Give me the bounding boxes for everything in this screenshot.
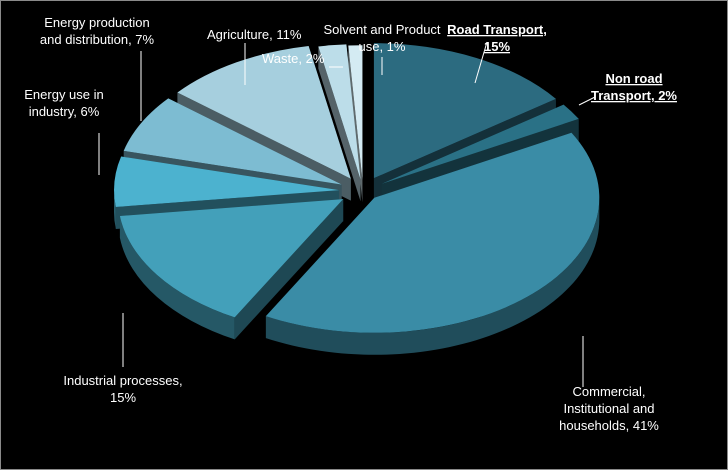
- pie-slice-top: [177, 45, 351, 179]
- pie-slice-top: [318, 44, 361, 180]
- slice-label-line: use, 1%: [359, 39, 406, 54]
- pie-slice-wall: [318, 46, 361, 202]
- slice-label-line: industry, 6%: [29, 104, 100, 119]
- slice-label-line: Waste, 2%: [262, 51, 325, 66]
- leader-lines: [98, 41, 596, 387]
- pie-slice-top: [381, 104, 579, 184]
- pie-slice-top: [123, 98, 342, 185]
- leader-line: [474, 41, 488, 84]
- pie-slice-top: [265, 132, 600, 333]
- slice-label-line: Road Transport,: [447, 22, 547, 37]
- slice-label: Energy production and distribution, 7%: [40, 15, 155, 47]
- slice-label: Industrial processes, 15%: [63, 373, 182, 405]
- pie-slice-top: [348, 45, 363, 181]
- slice-label: Agriculture, 11%: [207, 27, 302, 42]
- pie-slice-solvent-and-product-use: [348, 45, 363, 203]
- slice-label-line: Commercial,: [573, 384, 646, 399]
- slice-label-line: 15%: [110, 390, 136, 405]
- pie-slice-wall: [234, 199, 344, 340]
- slice-label: Commercial, Institutional and households, …: [559, 384, 659, 433]
- slice-label: Waste, 2%: [262, 51, 325, 66]
- slice-label-line: Institutional and: [563, 401, 654, 416]
- pie-slice-waste: [318, 44, 361, 202]
- slice-labels: Road Transport, 15% Non road Transport, 2% C…: [24, 15, 677, 433]
- slice-label-line: Agriculture, 11%: [207, 27, 302, 42]
- slice-label: Solvent and Product use, 1%: [323, 22, 440, 54]
- pie-slice-rim: [114, 190, 116, 230]
- slice-label-line: Energy production: [44, 15, 150, 30]
- slice-label: Road Transport, 15%: [447, 22, 547, 54]
- slice-label: Energy use in industry, 6%: [24, 87, 104, 119]
- slice-label-line: and distribution, 7%: [40, 32, 155, 47]
- slice-label-line: Industrial processes,: [63, 373, 182, 388]
- slice-label-line: Solvent and Product: [323, 22, 440, 37]
- leader-line: [578, 96, 596, 106]
- pie-slice-rim: [119, 216, 235, 340]
- slice-label-line: 15%: [484, 39, 510, 54]
- pie-slice-top: [119, 199, 344, 318]
- slice-label-line: Transport, 2%: [591, 88, 677, 103]
- pie-slice-rim: [265, 197, 600, 355]
- pie-slices: [114, 43, 600, 355]
- slice-label: Non road Transport, 2%: [591, 71, 677, 103]
- slice-label-line: households, 41%: [559, 418, 659, 433]
- slice-label-line: Energy use in: [24, 87, 104, 102]
- pie-slice-top: [114, 156, 340, 208]
- pie-slice-wall: [348, 45, 363, 203]
- pie-slice-commercial-institutional-and-households: [265, 132, 600, 355]
- pie-slice-industrial-processes: [119, 199, 344, 340]
- slice-label-line: Non road: [605, 71, 662, 86]
- pie-slice-top: [373, 43, 556, 179]
